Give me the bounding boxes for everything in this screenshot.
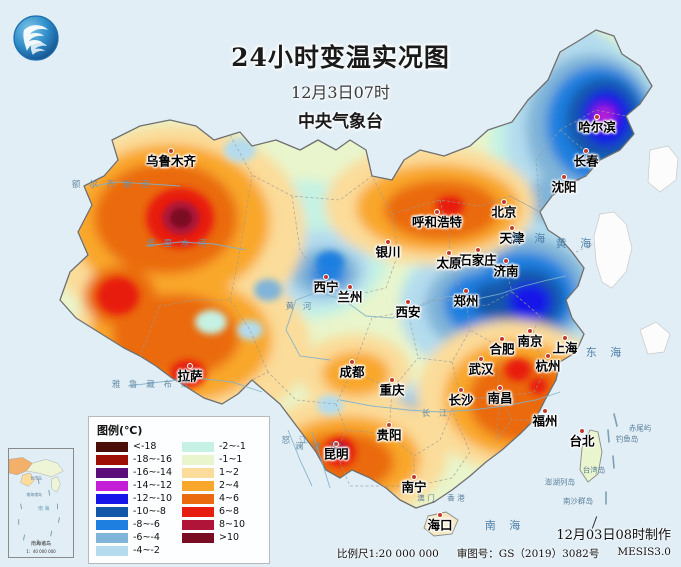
- legend-panel: 图例(℃) <-18 -18~-16 -16~-14 -14~-12 -12~-10 -1…: [88, 416, 270, 564]
- legend-item-warm-3: 2~4: [182, 480, 246, 492]
- legend-swatch: [182, 507, 214, 517]
- legend-label: -4~-2: [133, 545, 160, 556]
- legend-swatch: [96, 533, 128, 543]
- legend-swatch: [96, 520, 128, 530]
- legend-swatch: [182, 520, 214, 530]
- inset-map-svg: 台湾岛 南海诸岛 南 海: [9, 449, 73, 557]
- legend-item-cold-7: -6~-4: [96, 532, 172, 544]
- inset-scale: 1：40 000 000: [26, 549, 56, 554]
- legend-item-cold-0: <-18: [96, 441, 172, 453]
- legend-swatch: [182, 455, 214, 465]
- legend-swatch: [96, 455, 128, 465]
- cma-logo-icon: [13, 15, 59, 61]
- production-time: 12月03日08时制作: [556, 528, 671, 543]
- legend-swatch: [96, 507, 128, 517]
- legend-swatch: [96, 481, 128, 491]
- rivers: [91, 181, 567, 489]
- footer-credits: 比例尺1:20 000 000 审图号：GS（2019）3082号 MESIS3…: [0, 546, 681, 561]
- legend-item-cold-4: -12~-10: [96, 493, 172, 505]
- legend-label: -1~1: [219, 454, 243, 465]
- legend-item-cold-8: -4~-2: [96, 545, 172, 557]
- map-scale: 比例尺1:20 000 000: [336, 548, 439, 560]
- legend-item-warm-1: -1~1: [182, 454, 246, 466]
- legend-swatch: [182, 533, 214, 543]
- svg-text:南海诸岛: 南海诸岛: [26, 492, 42, 497]
- hainan-island: [423, 511, 459, 537]
- legend-swatch: [96, 494, 128, 504]
- legend-item-cold-3: -14~-12: [96, 480, 172, 492]
- south-china-sea-inset: 台湾岛 南海诸岛 南 海 南海诸岛 1：40 000 000: [8, 448, 74, 558]
- legend-column-warm: -2~-1 -1~1 1~2 2~4 4~6 6~8 8~10 >10: [182, 441, 246, 557]
- legend-label: -12~-10: [133, 493, 172, 504]
- legend-swatch: [182, 442, 214, 452]
- legend-swatch: [96, 442, 128, 452]
- legend-label: -16~-14: [133, 467, 172, 478]
- legend-item-cold-5: -10~-8: [96, 506, 172, 518]
- legend-label: 6~8: [219, 506, 240, 517]
- neighbor-landmass: [593, 145, 679, 355]
- legend-label: -10~-8: [133, 506, 166, 517]
- legend-item-cold-6: -8~-6: [96, 519, 172, 531]
- legend-item-warm-7: >10: [182, 532, 246, 544]
- legend-title: 图例(℃): [97, 424, 143, 437]
- legend-item-warm-5: 6~8: [182, 506, 246, 518]
- legend-swatch: [96, 546, 128, 556]
- legend-swatch: [182, 481, 214, 491]
- legend-label: 4~6: [219, 493, 240, 504]
- legend-label: <-18: [133, 441, 157, 452]
- review-number: 审图号：GS（2019）3082号: [456, 548, 600, 560]
- sea-boundary-dashes: [605, 413, 618, 505]
- legend-label: -2~-1: [219, 441, 246, 452]
- legend-item-warm-2: 1~2: [182, 467, 246, 479]
- system-version: MESIS3.0: [617, 546, 671, 558]
- svg-text:台湾岛: 台湾岛: [30, 476, 42, 481]
- legend-label: -6~-4: [133, 532, 160, 543]
- legend-label: -8~-6: [133, 519, 160, 530]
- legend-label: 8~10: [219, 519, 246, 530]
- legend-swatch: [182, 494, 214, 504]
- inset-caption: 南海诸岛: [30, 541, 51, 547]
- legend-item-cold-2: -16~-14: [96, 467, 172, 479]
- legend-item-warm-6: 8~10: [182, 519, 246, 531]
- legend-swatch: [182, 468, 214, 478]
- legend-item-warm-0: -2~-1: [182, 441, 246, 453]
- legend-label: -14~-12: [133, 480, 172, 491]
- legend-label: 1~2: [219, 467, 240, 478]
- legend-swatch: [96, 468, 128, 478]
- legend-label: -18~-16: [133, 454, 172, 465]
- svg-text:南 海: 南 海: [38, 505, 49, 512]
- legend-label: 2~4: [219, 480, 240, 491]
- legend-item-cold-1: -18~-16: [96, 454, 172, 466]
- taiwan-island: [579, 429, 603, 483]
- legend-label: >10: [219, 532, 240, 543]
- legend-item-warm-4: 4~6: [182, 493, 246, 505]
- legend-column-cold: <-18 -18~-16 -16~-14 -14~-12 -12~-10 -10~-8 -8…: [96, 441, 172, 557]
